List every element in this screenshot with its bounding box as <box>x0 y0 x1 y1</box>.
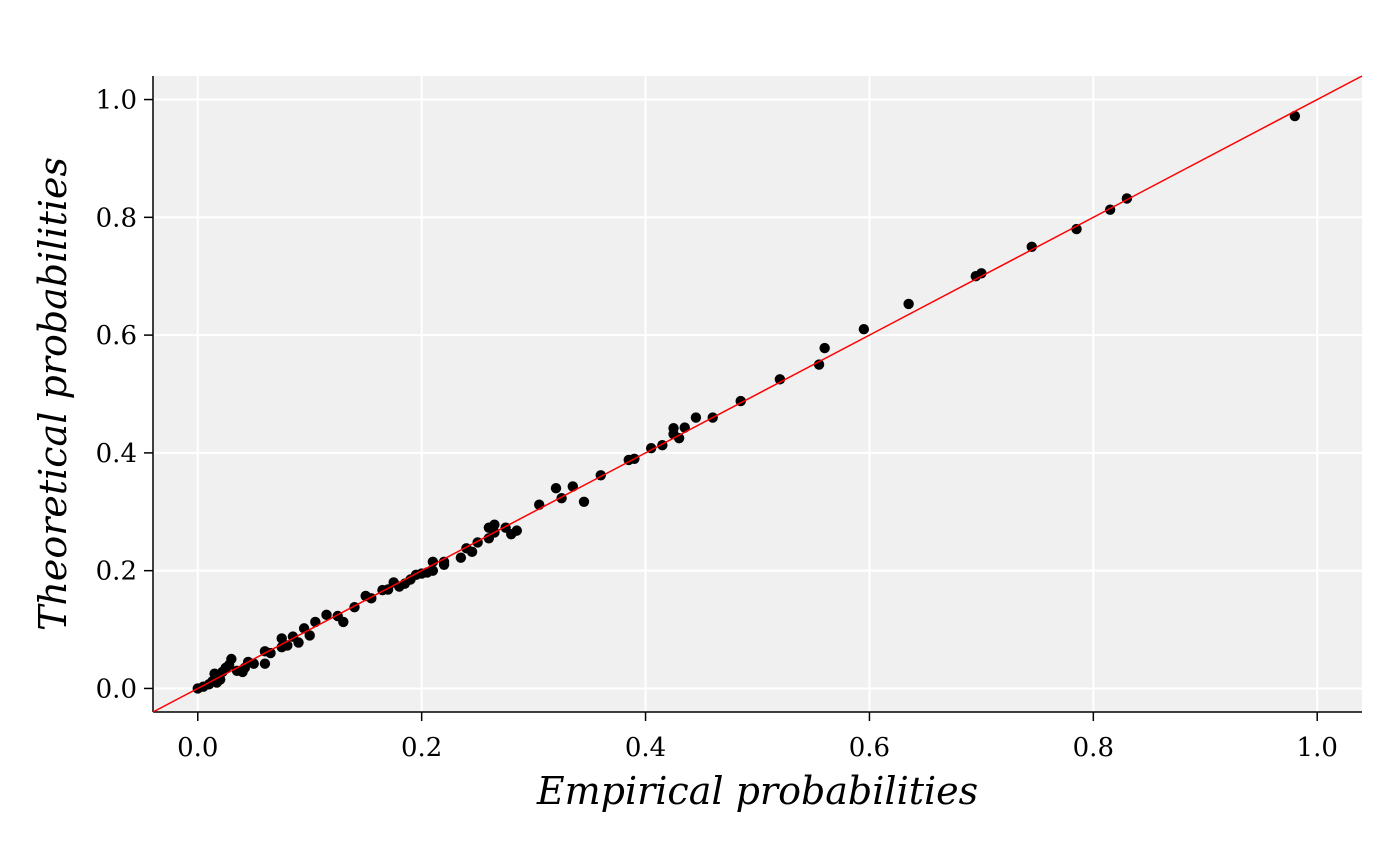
x-tick-label-3: 0.6 <box>849 733 890 763</box>
data-point-29 <box>338 616 349 628</box>
data-point-58 <box>550 483 562 494</box>
y-tick-label-2: 0.4 <box>96 439 137 469</box>
x-tick-label-1: 0.2 <box>401 733 442 763</box>
x-axis-ticks: 0.0 0.2 0.4 0.6 0.8 1.0 <box>177 712 1338 763</box>
data-point-27 <box>321 609 332 621</box>
x-tick-label-4: 0.8 <box>1073 733 1114 763</box>
y-tick-label-3: 0.6 <box>96 321 137 351</box>
y-tick-label-0: 0.0 <box>96 674 137 704</box>
data-point-46 <box>455 552 467 563</box>
data-point-61 <box>578 496 590 507</box>
data-point-78 <box>903 298 914 310</box>
data-points <box>192 110 1301 694</box>
data-point-25 <box>304 630 315 641</box>
data-point-69 <box>673 432 685 444</box>
data-point-52 <box>489 519 500 530</box>
data-point-23 <box>293 637 304 648</box>
data-point-77 <box>858 324 870 335</box>
reference-line <box>152 75 1363 713</box>
data-point-82 <box>1071 223 1082 235</box>
data-point-56 <box>511 525 523 536</box>
data-point-43 <box>427 556 439 568</box>
axes <box>152 76 1362 713</box>
data-point-45 <box>438 556 450 568</box>
data-point-10 <box>226 653 237 665</box>
x-tick-label-2: 0.4 <box>625 733 666 763</box>
data-point-75 <box>813 359 825 370</box>
x-axis-title: Empirical probabilities <box>536 769 978 813</box>
y-axis-title: Theoretical probabilities <box>31 157 75 631</box>
data-point-42 <box>427 565 439 576</box>
grid-lines <box>153 76 1362 712</box>
x-tick-label-5: 1.0 <box>1297 733 1338 763</box>
y-tick-label-1: 0.2 <box>96 557 137 587</box>
data-point-80 <box>976 268 987 279</box>
y-axis-ticks: 0.0 0.2 0.4 0.6 0.8 1.0 <box>96 86 153 704</box>
data-point-68 <box>668 422 679 434</box>
y-tick-label-4: 0.8 <box>96 203 137 233</box>
data-point-71 <box>690 412 702 423</box>
y-tick-label-5: 1.0 <box>96 86 137 116</box>
reference-line-group <box>152 75 1363 713</box>
data-point-76 <box>819 342 830 354</box>
data-point-48 <box>466 546 478 558</box>
data-point-81 <box>1026 241 1037 252</box>
data-point-74 <box>774 374 786 385</box>
x-tick-label-0: 0.0 <box>177 733 218 763</box>
data-point-16 <box>259 658 271 669</box>
data-point-20 <box>276 633 287 644</box>
data-point-18 <box>265 647 276 659</box>
